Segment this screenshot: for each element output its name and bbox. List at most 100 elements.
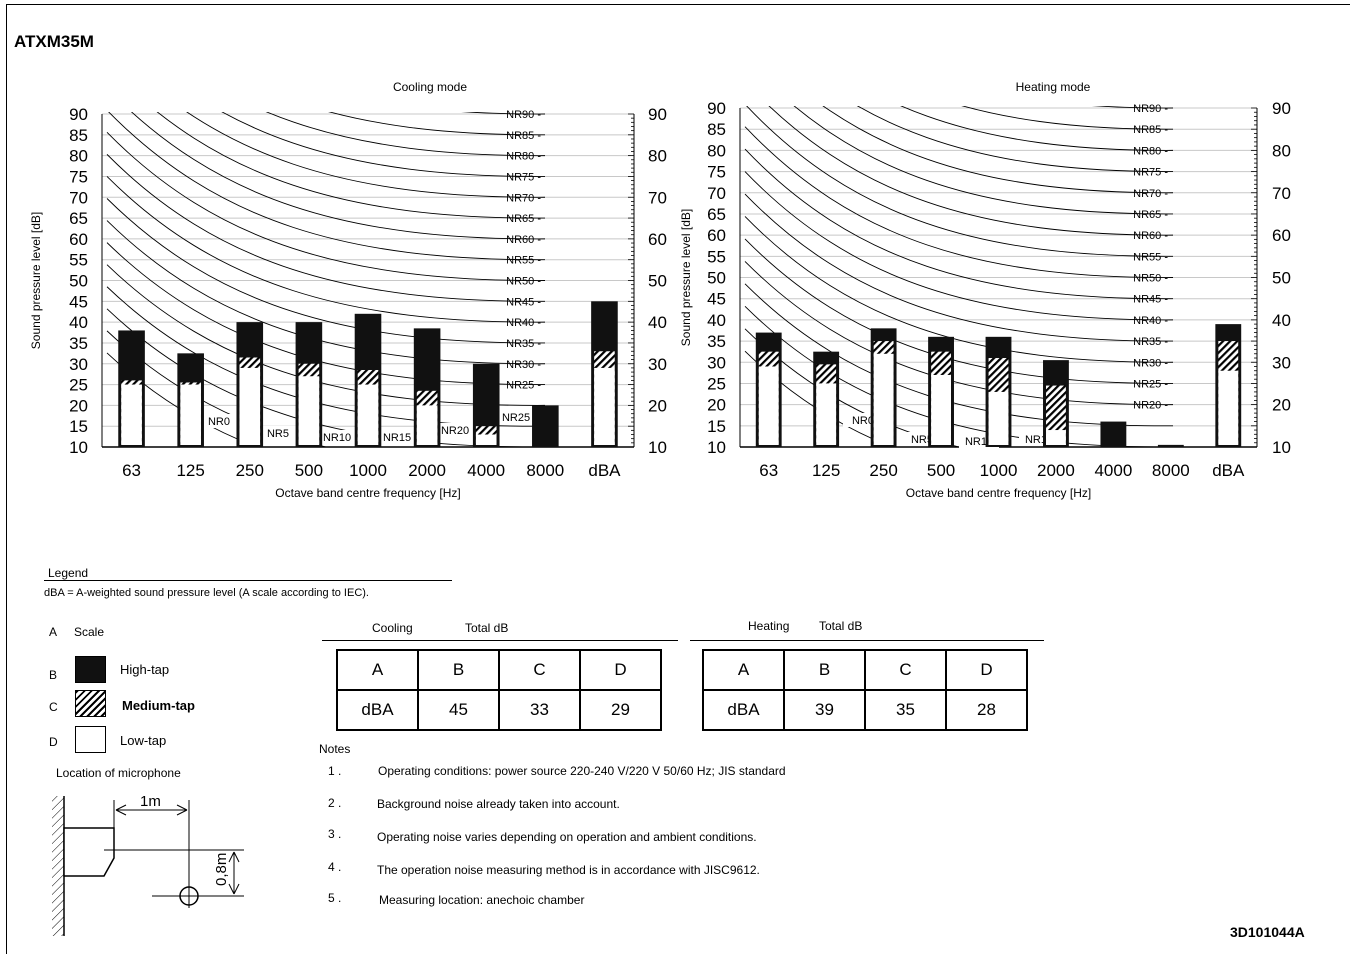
y-tick-label-left: 35 <box>69 334 88 353</box>
nr-curve <box>186 112 546 198</box>
nr-curve-label: NR15 <box>383 432 411 444</box>
y-tick-label-left: 25 <box>707 374 726 393</box>
y-tick-label-left: 85 <box>707 120 726 139</box>
nr-curve <box>106 242 546 386</box>
nr-curve-label: NR0 <box>852 415 874 427</box>
nr-curve-label: NR90 - <box>506 109 541 121</box>
nr-curve-label: NR25 <box>502 412 530 424</box>
cooling-col-d: D <box>579 649 662 691</box>
nr-label-bg <box>258 426 298 440</box>
low-tap-swatch <box>75 726 106 753</box>
y-tick-label-left: 90 <box>69 105 88 124</box>
legend-letter-d: D <box>49 735 58 749</box>
legend-letter-b: B <box>49 668 58 682</box>
note-text: Operating conditions: power source 220-2… <box>378 764 786 778</box>
nr-curve-label: NR85 - <box>1133 124 1168 136</box>
note-number: 2 . <box>328 796 342 810</box>
nr-curve <box>856 106 1174 173</box>
x-tick-label: 125 <box>176 461 204 480</box>
cooling-val-a: dBA <box>336 689 419 731</box>
bar-low-tap <box>1218 370 1239 445</box>
nr-curve <box>744 283 1174 427</box>
y-tick-label-right: 40 <box>648 313 667 332</box>
x-tick-label: 250 <box>869 461 897 480</box>
bar-low-tap <box>475 434 497 445</box>
nr-curve <box>744 305 1173 447</box>
x-tick-label: 1000 <box>980 461 1018 480</box>
y-tick-label-left: 10 <box>707 438 726 457</box>
nr-curve <box>106 154 546 302</box>
legend-label-low-tap: Low-tap <box>120 733 167 748</box>
nr-curve-label: NR25 - <box>1133 378 1168 390</box>
nr-curve-label: NR45 - <box>506 296 541 308</box>
nr-curve-label: NR75 - <box>1133 167 1168 179</box>
bar-low-tap <box>298 376 320 445</box>
legend-description: dBA = A-weighted sound pressure level (A… <box>44 587 369 599</box>
legend-letter-c: C <box>49 700 58 714</box>
nr-label-bg <box>377 430 417 444</box>
nr-curve <box>793 106 1174 215</box>
y-axis-label: Sound pressure level [dB] <box>679 209 693 346</box>
y-tick-label-right: 30 <box>1272 353 1291 372</box>
nr-curve <box>744 171 1174 321</box>
y-tick-label-left: 80 <box>69 147 88 166</box>
bar-low-tap <box>1046 430 1066 445</box>
cooling-col-c: C <box>498 649 581 691</box>
y-tick-label-left: 65 <box>69 209 88 228</box>
nr-curve-label: NR40 - <box>506 317 541 329</box>
bar-low-tap <box>931 374 951 445</box>
note-text: Operating noise varies depending on oper… <box>377 830 757 844</box>
nr-curve <box>265 112 546 157</box>
nr-curve <box>131 112 546 240</box>
nr-curve <box>156 112 546 219</box>
nr-curve-label: NR65 - <box>506 213 541 225</box>
cooling-col-a: A <box>336 649 419 691</box>
heating-totals-table: A B C D dBA 39 35 28 <box>702 649 1028 731</box>
y-tick-label-right: 10 <box>648 438 667 457</box>
nr-curve-label: NR5 <box>267 428 289 440</box>
nr-curve-label: NR75 - <box>506 171 541 183</box>
nr-curve-label: NR30 - <box>1133 357 1168 369</box>
heating-col-a: A <box>702 649 785 691</box>
x-tick-label: 8000 <box>526 461 564 480</box>
bar-low-tap <box>357 384 379 445</box>
y-tick-label-left: 90 <box>707 99 726 118</box>
x-tick-label: dBA <box>1212 461 1245 480</box>
y-tick-label-right: 90 <box>648 105 667 124</box>
nr-curve-label: NR50 - <box>1133 273 1168 285</box>
nr-curve-label: NR90 - <box>1133 103 1168 115</box>
x-tick-label: 500 <box>295 461 323 480</box>
x-axis-label: Octave band centre frequency [Hz] <box>275 486 460 500</box>
y-tick-label-left: 50 <box>707 269 726 288</box>
nr-curve <box>106 198 546 344</box>
y-tick-label-left: 55 <box>69 251 88 270</box>
nr-curve-label: NR20 <box>441 425 469 437</box>
x-tick-label: 250 <box>236 461 264 480</box>
nr-curve-label: NR85 - <box>506 130 541 142</box>
bar-low-tap <box>816 383 837 445</box>
y-tick-label-right: 40 <box>1272 311 1291 330</box>
note-number: 3 . <box>328 827 342 841</box>
y-tick-label-right: 60 <box>648 230 667 249</box>
y-tick-label-right: 80 <box>1272 141 1291 160</box>
nr-curve-label: NR50 - <box>506 276 541 288</box>
y-tick-label-left: 15 <box>707 417 726 436</box>
x-tick-label: 500 <box>927 461 955 480</box>
nr-curve <box>744 216 1174 363</box>
medium-tap-swatch <box>75 690 106 717</box>
charts-area: Cooling mode NR90 - NR85 - NR80 - NR75 - NR70… <box>29 80 1291 500</box>
note-number: 5 . <box>328 891 342 905</box>
legend-label-scale: Scale <box>74 625 105 639</box>
nr-curve <box>746 106 1174 257</box>
nr-curve <box>106 176 546 323</box>
nr-curve-label: NR35 - <box>1133 336 1168 348</box>
nr-curve <box>961 106 1174 130</box>
y-tick-label-right: 10 <box>1272 438 1291 457</box>
heating-col-b: B <box>783 649 866 691</box>
cooling-val-c: 33 <box>498 689 581 731</box>
y-tick-label-left: 20 <box>69 396 88 415</box>
bar-low-tap <box>121 384 142 445</box>
note-text: The operation noise measuring method is … <box>377 863 760 877</box>
y-tick-label-right: 70 <box>648 188 667 207</box>
x-tick-label: 125 <box>812 461 840 480</box>
